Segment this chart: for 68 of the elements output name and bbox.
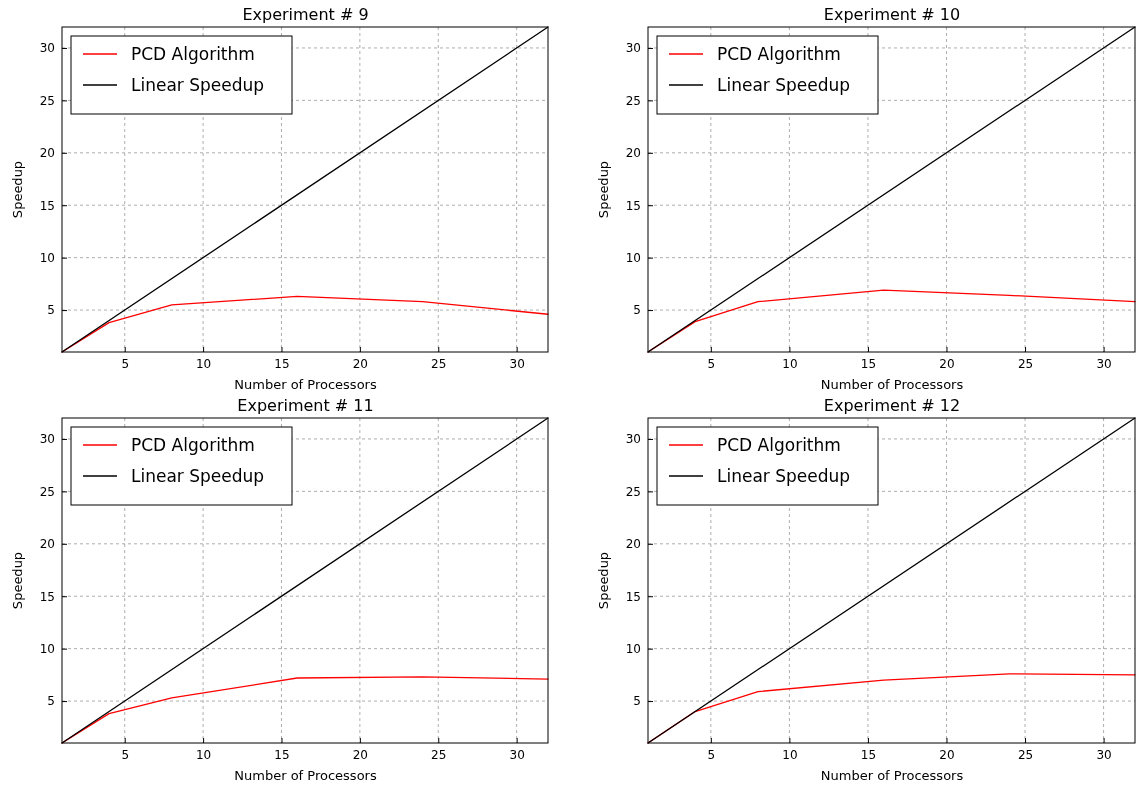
chart-title: Experiment # 9 <box>242 5 369 24</box>
legend-label: Linear Speedup <box>131 75 265 95</box>
x-tick-label: 10 <box>782 747 798 762</box>
y-tick-label: 20 <box>625 537 641 552</box>
y-tick-label: 5 <box>633 303 641 318</box>
chart-title: Experiment # 12 <box>823 396 961 415</box>
x-tick-label: 15 <box>274 356 290 371</box>
y-tick-label: 25 <box>39 93 55 108</box>
y-tick-label: 20 <box>625 146 641 161</box>
x-tick-label: 15 <box>274 747 290 762</box>
y-tick-label: 10 <box>625 641 641 656</box>
y-tick-label: 15 <box>625 198 641 213</box>
x-tick-label: 25 <box>431 747 447 762</box>
x-tick-label: 25 <box>1017 747 1034 762</box>
x-tick-label: 15 <box>860 747 877 762</box>
y-tick-label: 10 <box>39 641 55 656</box>
y-tick-label: 15 <box>39 589 55 604</box>
y-tick-label: 5 <box>47 303 55 318</box>
y-tick-label: 25 <box>39 484 55 499</box>
y-tick-label: 30 <box>39 432 55 447</box>
legend-label: PCD Algorithm <box>131 435 255 455</box>
legend-label: Linear Speedup <box>131 466 265 486</box>
legend-label: PCD Algorithm <box>131 44 255 64</box>
x-axis-title: Number of Processors <box>234 768 377 783</box>
x-tick-label: 20 <box>939 747 955 762</box>
y-tick-label: 25 <box>625 484 641 499</box>
legend-label: PCD Algorithm <box>717 435 841 455</box>
chart-title: Experiment # 11 <box>237 396 374 415</box>
chart-title: Experiment # 10 <box>823 5 961 24</box>
x-tick-label: 10 <box>195 356 212 371</box>
legend-label: Linear Speedup <box>717 75 851 95</box>
x-tick-label: 5 <box>121 356 130 371</box>
y-tick-label: 15 <box>625 589 641 604</box>
y-tick-label: 5 <box>47 694 55 709</box>
x-tick-label: 30 <box>509 747 525 762</box>
x-axis-title: Number of Processors <box>820 377 964 392</box>
x-tick-label: 15 <box>860 356 877 371</box>
legend-label: Linear Speedup <box>717 466 851 486</box>
x-axis-title: Number of Processors <box>234 377 377 392</box>
x-tick-label: 30 <box>509 356 525 371</box>
y-tick-label: 15 <box>39 198 55 213</box>
y-tick-label: 5 <box>633 694 641 709</box>
y-tick-label: 25 <box>625 93 641 108</box>
x-tick-label: 25 <box>1017 356 1034 371</box>
x-tick-label: 5 <box>707 747 716 762</box>
legend-label: PCD Algorithm <box>717 44 841 64</box>
y-tick-label: 20 <box>39 146 55 161</box>
x-axis-title: Number of Processors <box>820 768 964 783</box>
y-tick-label: 30 <box>39 41 55 56</box>
y-axis-title: Speedup <box>596 551 611 610</box>
y-tick-label: 30 <box>625 41 641 56</box>
x-tick-label: 30 <box>1096 747 1112 762</box>
y-tick-label: 10 <box>39 250 55 265</box>
y-tick-label: 20 <box>39 537 55 552</box>
x-tick-label: 20 <box>939 356 955 371</box>
y-axis-title: Speedup <box>596 160 611 219</box>
x-tick-label: 20 <box>352 356 369 371</box>
y-axis-title: Speedup <box>10 160 25 219</box>
y-tick-label: 10 <box>625 250 641 265</box>
x-tick-label: 25 <box>431 356 447 371</box>
x-tick-label: 20 <box>352 747 369 762</box>
x-tick-label: 5 <box>707 356 716 371</box>
x-tick-label: 10 <box>195 747 212 762</box>
x-tick-label: 30 <box>1096 356 1112 371</box>
x-tick-label: 10 <box>782 356 798 371</box>
x-tick-label: 5 <box>121 747 130 762</box>
y-axis-title: Speedup <box>10 551 25 610</box>
y-tick-label: 30 <box>625 432 641 447</box>
